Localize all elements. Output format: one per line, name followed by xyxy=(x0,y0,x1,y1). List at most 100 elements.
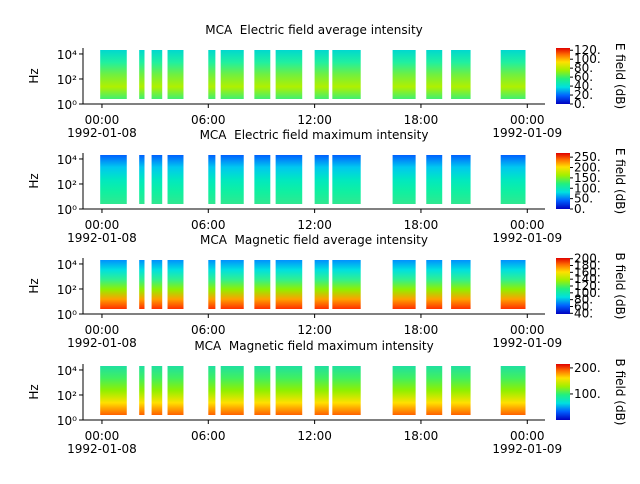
y-axis-label: Hz xyxy=(27,68,41,83)
colorbar-tick-label: 150. xyxy=(574,171,601,185)
data-segment xyxy=(254,155,271,204)
y-tick-label: 10² xyxy=(57,283,77,297)
data-segment xyxy=(314,366,329,415)
data-segment xyxy=(167,50,184,99)
colorbar-tick-label: 120. xyxy=(574,279,601,293)
data-segment xyxy=(332,366,361,415)
data-segment xyxy=(275,260,303,309)
colorbar-tick-label: 250. xyxy=(574,150,601,164)
colorbar-tick-label: 100. xyxy=(574,286,601,300)
x-tick-label: 00:00 xyxy=(85,113,120,127)
data-segment xyxy=(426,366,443,415)
x-tick-label: 12:00 xyxy=(297,323,332,337)
data-segment xyxy=(451,260,471,309)
y-axis-label: Hz xyxy=(27,384,41,399)
panel: MCA Electric field maximum intensity 10⁰ 1… xyxy=(27,128,627,245)
data-segment xyxy=(500,50,526,99)
data-segment xyxy=(151,155,163,204)
colorbar-tick-label: 200. xyxy=(574,161,601,175)
colorbar-tick-label: 60. xyxy=(574,70,593,84)
data-segment xyxy=(100,366,127,415)
data-segment xyxy=(100,50,127,99)
data-segment xyxy=(451,155,471,204)
colorbar-tick-label: 160. xyxy=(574,265,601,279)
data-segment xyxy=(500,260,526,309)
y-tick-label: 10⁴ xyxy=(57,48,77,62)
x-tick-label: 06:00 xyxy=(191,218,226,232)
data-segment xyxy=(100,260,127,309)
data-segment xyxy=(451,366,471,415)
y-tick-label: 10² xyxy=(57,389,77,403)
colorbar-label: E field (dB) xyxy=(613,148,627,214)
data-segment xyxy=(314,260,329,309)
x-tick-date: 1992-01-09 xyxy=(492,231,562,245)
colorbar-tick-label: 80. xyxy=(574,293,593,307)
data-segment xyxy=(139,260,145,309)
colorbar xyxy=(556,258,570,314)
x-tick-date: 1992-01-09 xyxy=(492,336,562,350)
colorbar xyxy=(556,364,570,420)
x-tick-label: 12:00 xyxy=(297,218,332,232)
data-segment xyxy=(220,260,244,309)
x-tick-date: 1992-01-09 xyxy=(492,126,562,140)
data-segment xyxy=(275,155,303,204)
data-segment xyxy=(392,155,416,204)
data-segment xyxy=(167,366,184,415)
colorbar-label: E field (dB) xyxy=(613,43,627,109)
y-tick-label: 10⁰ xyxy=(57,308,77,322)
x-tick-label: 00:00 xyxy=(510,113,545,127)
y-tick-label: 10² xyxy=(57,73,77,87)
colorbar-tick-label: 40. xyxy=(574,306,593,320)
y-tick-label: 10⁰ xyxy=(57,414,77,428)
data-segment xyxy=(426,260,443,309)
x-tick-date: 1992-01-09 xyxy=(492,442,562,456)
colorbar-tick-label: 50. xyxy=(574,192,593,206)
x-tick-label: 18:00 xyxy=(404,218,439,232)
colorbar-tick-label: 200. xyxy=(574,252,601,266)
colorbar-tick-label: 200. xyxy=(574,361,601,375)
data-segment xyxy=(208,50,216,99)
colorbar-tick-label: 80. xyxy=(574,61,593,75)
data-segment xyxy=(208,155,216,204)
data-segment xyxy=(314,50,329,99)
x-tick-date: 1992-01-08 xyxy=(67,442,137,456)
x-tick-label: 00:00 xyxy=(85,218,120,232)
data-segment xyxy=(314,155,329,204)
y-axis-label: Hz xyxy=(27,173,41,188)
panel: MCA Electric field average intensity 10⁰ 1… xyxy=(27,23,627,140)
colorbar-tick-label: 100. xyxy=(574,181,601,195)
data-segment xyxy=(500,366,526,415)
colorbar-tick-label: 180. xyxy=(574,259,601,273)
data-segment xyxy=(332,50,361,99)
y-tick-label: 10⁴ xyxy=(57,153,77,167)
data-segment xyxy=(254,50,271,99)
x-tick-label: 18:00 xyxy=(404,323,439,337)
colorbar-tick-label: 100. xyxy=(574,52,601,66)
panel-title: MCA Magnetic field maximum intensity xyxy=(194,339,433,353)
colorbar-tick-label: 20. xyxy=(574,88,593,102)
data-segment xyxy=(426,50,443,99)
colorbar-tick-label: 120. xyxy=(574,43,601,57)
data-segment xyxy=(139,50,145,99)
x-tick-label: 06:00 xyxy=(191,113,226,127)
data-segment xyxy=(254,260,271,309)
data-segment xyxy=(151,50,163,99)
colorbar-tick-label: 0. xyxy=(574,202,585,216)
x-tick-date: 1992-01-08 xyxy=(67,336,137,350)
colorbar-tick-label: 140. xyxy=(574,272,601,286)
y-tick-label: 10⁴ xyxy=(57,258,77,272)
data-segment xyxy=(220,50,244,99)
data-segment xyxy=(167,260,184,309)
panel: MCA Magnetic field maximum intensity 10⁰ 1… xyxy=(27,339,627,456)
data-segment xyxy=(254,366,271,415)
panel-title: MCA Magnetic field average intensity xyxy=(200,233,428,247)
colorbar-tick-label: 40. xyxy=(574,79,593,93)
data-segment xyxy=(426,155,443,204)
data-segment xyxy=(500,155,526,204)
data-segment xyxy=(392,366,416,415)
x-tick-date: 1992-01-08 xyxy=(67,231,137,245)
data-segment xyxy=(151,366,163,415)
x-tick-label: 18:00 xyxy=(404,113,439,127)
x-tick-label: 06:00 xyxy=(191,429,226,443)
